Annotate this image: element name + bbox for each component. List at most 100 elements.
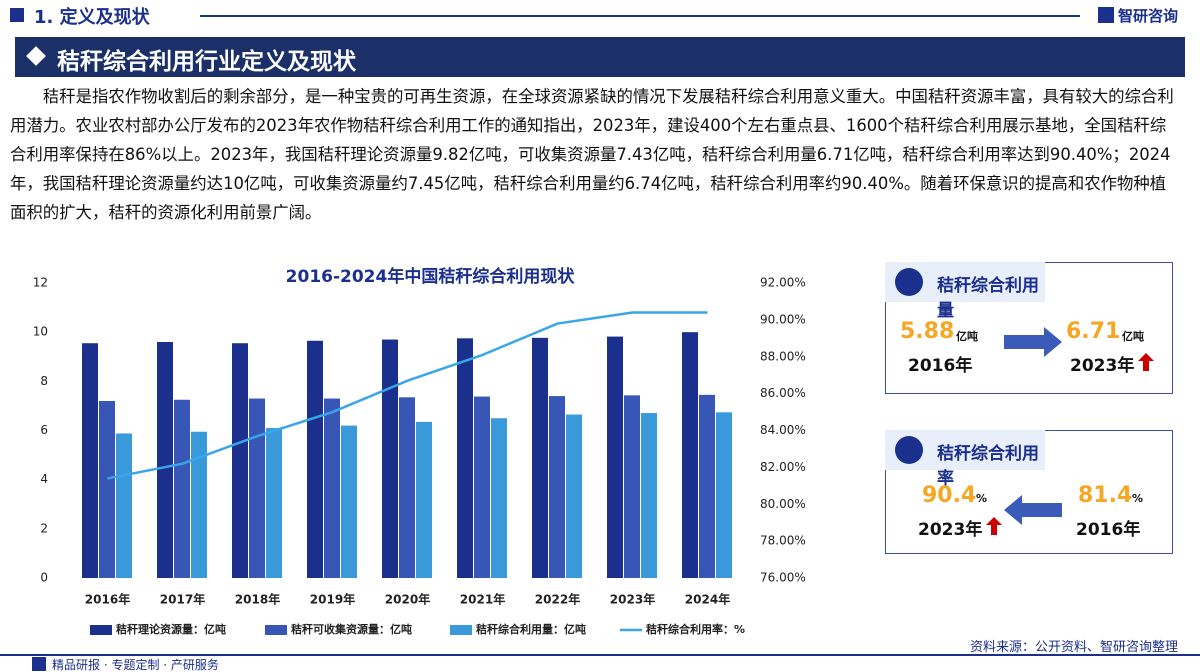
card-unit: % <box>1132 492 1144 505</box>
y-tick-label: 4 <box>40 472 48 486</box>
y2-tick-label: 92.00% <box>760 276 806 290</box>
arrow <box>1004 495 1062 525</box>
bar <box>82 343 98 578</box>
y2-tick-label: 84.00% <box>760 423 806 437</box>
bar <box>116 433 132 578</box>
diamond <box>26 46 46 66</box>
bar <box>416 421 432 578</box>
bar <box>682 332 698 578</box>
bar <box>474 396 490 578</box>
card-value: 6.71 <box>1066 319 1121 344</box>
source: 资料来源：公开资料、智研咨询整理 <box>969 640 1178 655</box>
legend-label: 秸秆理论资源量：亿吨 <box>116 622 226 636</box>
paragraph: 秸秆是指农作物收割后的剩余部分，是一种宝贵的可再生资源，在全球资源紧缺的情况下发… <box>10 87 1174 222</box>
x-tick-label: 2022年 <box>535 592 580 607</box>
x-tick-label: 2021年 <box>460 592 505 607</box>
bar <box>266 428 282 578</box>
bar <box>307 340 323 578</box>
bar <box>191 431 207 578</box>
x-tick-label: 2017年 <box>160 592 205 607</box>
y-tick-label: 6 <box>40 423 48 437</box>
icon <box>895 436 923 464</box>
bar <box>341 425 357 578</box>
legend-swatch <box>450 625 472 635</box>
card-year: 2016年 <box>908 356 973 376</box>
section-band: 秸秆综合利用行业定义及现状 <box>15 37 1185 77</box>
card-year: 2016年 <box>1076 520 1141 540</box>
card-header: 秸秆综合利用率 <box>885 430 1045 489</box>
bar <box>607 336 623 578</box>
legend-swatch <box>90 625 112 635</box>
x-tick-label: 2020年 <box>385 592 430 607</box>
y-tick-label: 12 <box>33 276 48 290</box>
y2-tick-label: 78.00% <box>760 534 806 548</box>
y2-tick-label: 86.00% <box>760 386 806 400</box>
bar <box>457 338 473 578</box>
bar <box>699 394 715 578</box>
card-year: 2023年 <box>918 520 983 540</box>
y-tick-label: 10 <box>33 325 48 339</box>
card-unit: % <box>976 492 988 505</box>
bar <box>491 418 507 578</box>
bullet <box>10 8 24 22</box>
up-arrow <box>1138 353 1154 371</box>
bar <box>99 401 115 578</box>
bar <box>324 398 340 578</box>
card-value: 81.4 <box>1078 483 1133 508</box>
bar <box>566 414 582 578</box>
legend-label: 秸秆可收集资源量：亿吨 <box>291 622 412 636</box>
bar <box>157 342 173 578</box>
legend-label: 秸秆综合利用量：亿吨 <box>476 622 586 636</box>
card-year: 2023年 <box>1070 356 1135 376</box>
header-title: 1. 定义及现状 <box>34 7 150 28</box>
y2-tick-label: 80.00% <box>760 497 806 511</box>
arrow <box>1004 327 1062 357</box>
bar <box>532 337 548 578</box>
card-value: 90.4 <box>922 483 977 508</box>
chart: 2016-2024年中国秸秆综合利用现状 0 2 4 6 8 10 12 76.00% 78.0… <box>33 266 806 636</box>
card: 秸秆综合利用率 90.4 % 2023年 81.4 % 2016年 <box>885 430 1173 554</box>
y-tick-label: 2 <box>40 521 48 535</box>
card-title: 秸秆综合利用量 <box>937 276 1039 321</box>
card: 秸秆综合利用量 5.88 亿吨 2016年 6.71 亿吨 2023年 <box>885 262 1173 394</box>
line <box>107 311 708 480</box>
section-title: 秸秆综合利用行业定义及现状 <box>57 49 356 75</box>
brand: 智研咨询 <box>1118 7 1179 25</box>
bar <box>549 396 565 578</box>
y-tick-label: 8 <box>40 374 48 388</box>
y2-tick-label: 82.00% <box>760 460 806 474</box>
icon <box>895 268 923 296</box>
bar <box>641 413 657 578</box>
y2-tick-label: 88.00% <box>760 349 806 363</box>
x-tick-label: 2024年 <box>685 592 730 607</box>
card-title: 秸秆综合利用率 <box>937 444 1039 489</box>
y-tick-label: 0 <box>40 571 48 585</box>
bar <box>249 398 265 578</box>
x-tick-label: 2019年 <box>310 592 355 607</box>
legend-label: 秸秆综合利用率：% <box>646 622 745 636</box>
x-tick-label: 2016年 <box>85 592 130 607</box>
y2-tick-label: 90.00% <box>760 312 806 326</box>
card-unit: 亿吨 <box>956 330 978 343</box>
bar <box>399 397 415 578</box>
top-bar: 1. 定义及现状 智研咨询 <box>0 0 1200 30</box>
x-tick-label: 2018年 <box>235 592 280 607</box>
y2-tick-label: 76.00% <box>760 571 806 585</box>
bar <box>174 399 190 578</box>
header-rule <box>200 15 1080 17</box>
x-tick-label: 2023年 <box>610 592 655 607</box>
footer: 精品研报 · 专题定制 · 产研服务 <box>52 658 219 672</box>
legend-swatch <box>265 625 287 635</box>
bar <box>232 343 248 578</box>
bar <box>716 412 732 578</box>
card-header: 秸秆综合利用量 <box>885 262 1045 321</box>
footer-rule <box>0 654 1200 656</box>
chart-title: 2016-2024年中国秸秆综合利用现状 <box>286 266 576 287</box>
card-unit: 亿吨 <box>1122 330 1144 343</box>
up-arrow <box>986 517 1002 535</box>
card-value: 5.88 <box>900 319 955 344</box>
logo <box>1098 7 1114 23</box>
footer-logo <box>32 657 46 671</box>
bar <box>624 395 640 578</box>
